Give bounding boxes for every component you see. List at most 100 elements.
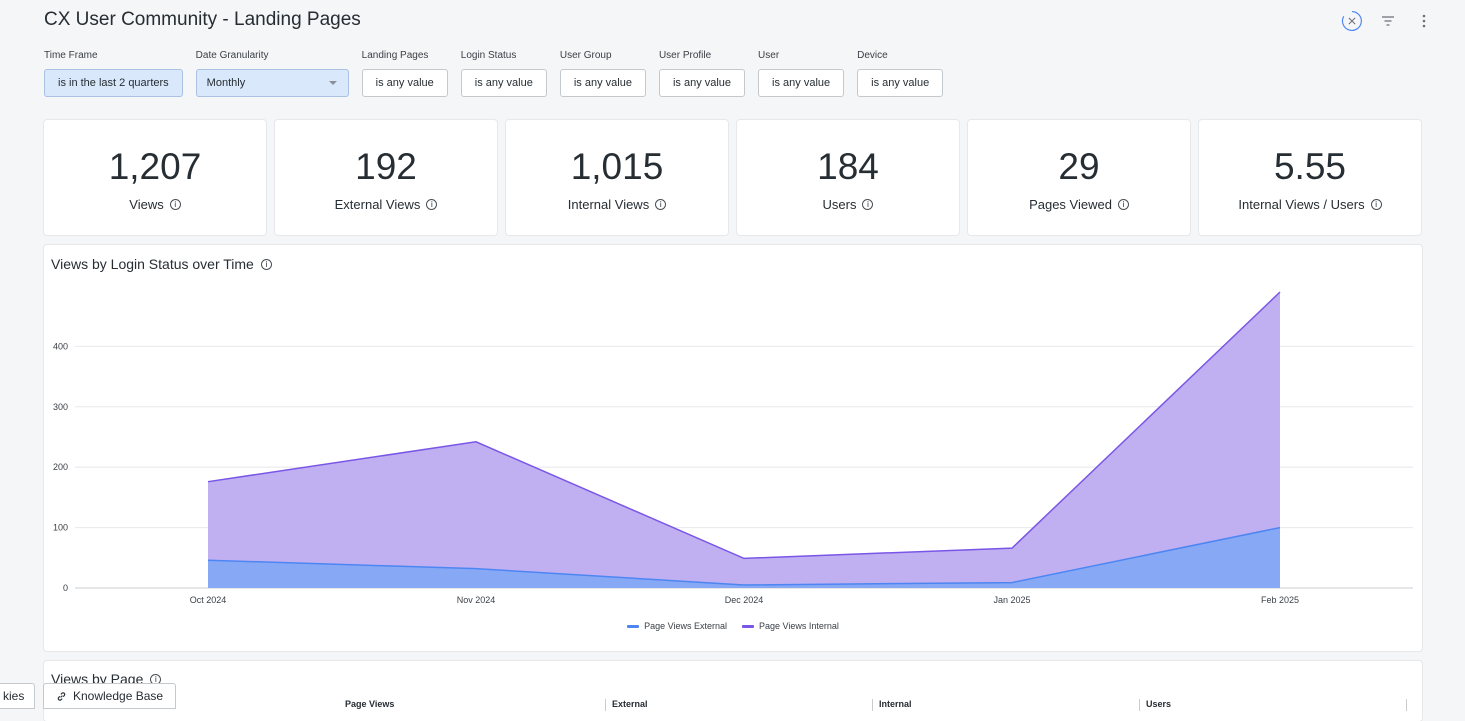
cookies-tab-label: kies [3,689,25,703]
kpi-label-text: Internal Views [567,196,650,212]
chart-title-text: Views by Login Status over Time [51,256,254,272]
filter-label: Time Frame [44,50,98,61]
kpi-label: Internal Views i [567,196,667,212]
y-tick-label: 300 [53,402,68,412]
filter-value[interactable]: is any value [361,69,448,97]
column-header-page-views[interactable]: Page Views [345,699,395,709]
x-tick-label: Dec 2024 [725,595,764,605]
chart-legend: Page Views External Page Views Internal [44,621,1422,631]
reload-close-icon[interactable] [1341,8,1363,34]
kpi-value: 1,015 [570,145,664,187]
select-value: Monthly [206,77,246,89]
filter-value[interactable]: is any value [559,69,646,97]
kpi-card-external-views[interactable]: 192 External Views i [275,120,497,235]
filter-bar: Time Frame is in the last 2 quarters Dat… [44,50,944,97]
x-tick-label: Jan 2025 [993,595,1030,605]
line-external [207,526,1281,586]
column-header-external[interactable]: External [612,699,648,709]
kpi-label-text: Users [822,196,857,212]
kpi-card-views[interactable]: 1,207 Views i [44,120,266,235]
toolbar [1341,8,1435,34]
y-tick-label: 200 [53,462,68,472]
legend-label: Page Views External [644,621,727,631]
filter-label: Login Status [460,50,517,61]
kpi-value: 1,207 [108,145,202,187]
filter-label: Date Granularity [195,50,269,61]
column-divider [605,699,606,711]
column-divider [1139,699,1140,711]
kpi-label-text: Pages Viewed [1029,196,1112,212]
filter-value[interactable]: is any value [758,69,845,97]
link-icon [57,691,66,701]
filter-time-frame: Time Frame is in the last 2 quarters [44,50,183,97]
chevron-down-icon [328,81,337,85]
filter-label: Landing Pages [361,50,429,61]
kpi-card-users[interactable]: 184 Users i [737,120,959,235]
kpi-value: 29 [1058,145,1100,187]
area-external [208,527,1280,588]
kpi-label: Views i [129,196,181,212]
x-tick-label: Feb 2025 [1261,595,1299,605]
filter-value[interactable]: is any value [857,69,944,97]
legend-label: Page Views Internal [759,621,839,631]
filter-label: Device [857,50,888,61]
filter-label: User Group [559,50,612,61]
filter-icon[interactable] [1377,8,1399,34]
area-internal [208,292,1280,585]
knowledge-base-label: Knowledge Base [73,689,164,703]
legend-swatch [742,624,754,628]
kpi-card-pages-viewed[interactable]: 29 Pages Viewed i [968,120,1190,235]
page-title: CX User Community - Landing Pages [44,9,361,30]
kpi-label-text: Views [129,196,164,212]
filter-user: User is any value [758,50,845,97]
y-tick-label: 100 [53,523,68,533]
column-divider [1406,699,1407,711]
chart-title: Views by Login Status over Time i [51,256,272,272]
info-icon[interactable]: i [426,198,438,210]
cookies-tab[interactable]: kies [0,683,35,709]
info-icon[interactable]: i [260,258,272,270]
legend-item-internal[interactable]: Page Views Internal [742,621,839,631]
kpi-label: Users i [823,197,874,212]
info-icon[interactable]: i [169,198,181,210]
filter-landing-pages: Landing Pages is any value [361,50,448,97]
kpi-value: 192 [355,145,417,187]
legend-swatch [627,624,640,628]
kpi-label-text: External Views [334,196,421,212]
column-header-internal[interactable]: Internal [879,699,912,709]
filter-user-group: User Group is any value [559,50,646,97]
kpi-label-text: Internal Views / Users [1238,196,1365,212]
y-tick-label: 0 [63,583,68,593]
kpi-card-internal-views-per-user[interactable]: 5.55 Internal Views / Users i [1199,120,1421,235]
line-internal [207,291,1281,560]
kpi-label: External Views i [335,197,438,212]
area-chart[interactable]: 0 100 200 300 400 Oct 2024 Nov 2024 Dec 2024 Jan… [44,245,1422,615]
info-icon[interactable]: i [1117,198,1129,210]
x-tick-label: Nov 2024 [457,595,496,605]
legend-item-external[interactable]: Page Views External [627,621,727,631]
filter-value[interactable]: is any value [658,69,746,97]
column-header-users[interactable]: Users [1146,699,1172,709]
views-by-login-status-card: Views by Login Status over Time i 0 100 20… [44,245,1422,651]
x-tick-label: Oct 2024 [190,595,227,605]
granularity-select[interactable]: Monthly [195,69,349,97]
filter-value[interactable]: is in the last 2 quarters [44,69,183,97]
kpi-card-internal-views[interactable]: 1,015 Internal Views i [506,120,728,235]
kpi-label: Internal Views / Users i [1238,196,1382,212]
kpi-label: Pages Viewed i [1029,197,1129,212]
y-tick-label: 400 [53,341,68,351]
info-icon[interactable]: i [655,198,667,210]
more-options-icon[interactable] [1413,8,1435,34]
filter-login-status: Login Status is any value [460,50,547,97]
filter-value[interactable]: is any value [460,69,547,97]
filter-label: User Profile [658,50,712,61]
knowledge-base-tab[interactable]: Knowledge Base [43,683,177,709]
filter-date-granularity: Date Granularity Monthly [195,50,349,97]
filter-user-profile: User Profile is any value [658,50,746,97]
filter-label: User [758,50,780,61]
info-icon[interactable]: i [1370,198,1382,210]
filter-device: Device is any value [857,50,944,97]
column-divider [872,699,873,711]
kpi-row: 1,207 Views i 192 External Views i 1,015 I… [44,120,1421,235]
info-icon[interactable]: i [862,198,874,210]
